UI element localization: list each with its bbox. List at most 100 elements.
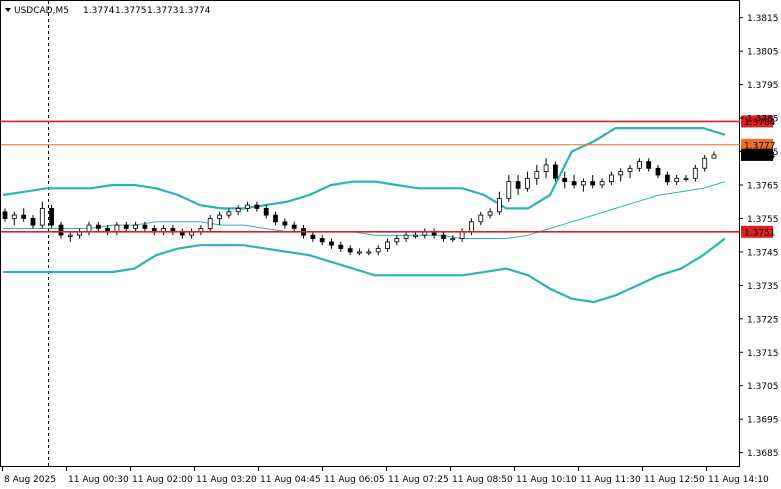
x-tick-label: 11 Aug 02:00 xyxy=(132,475,193,485)
level-label-box xyxy=(741,225,773,238)
candle xyxy=(123,221,129,232)
candle xyxy=(338,241,344,252)
candle xyxy=(142,221,148,232)
candle xyxy=(571,175,577,189)
bollinger-upper-line xyxy=(2,127,726,210)
bollinger-bands xyxy=(2,127,726,304)
current-price-label: 1.3774 xyxy=(744,151,776,161)
candle xyxy=(637,158,642,172)
candle xyxy=(562,171,568,189)
x-tick-label: 11 Aug 06:05 xyxy=(324,475,385,485)
ohlc-open: 1.3774 xyxy=(83,6,115,16)
candle xyxy=(496,191,502,216)
x-tick-label: 11 Aug 14:10 xyxy=(708,475,769,485)
current-price-box xyxy=(741,148,773,161)
candles xyxy=(2,151,717,256)
candle xyxy=(581,178,586,192)
ohlc-close: 1.3774 xyxy=(179,6,211,16)
candle xyxy=(366,248,372,256)
candle xyxy=(329,238,334,249)
candle xyxy=(282,218,288,229)
candle xyxy=(273,211,278,226)
candle xyxy=(543,158,549,179)
y-tick-label: 1.3705 xyxy=(747,382,779,392)
y-axis: 1.3815 1.3805 1.3795 1.3785 1.3775 1.3765 1.37… xyxy=(739,14,779,459)
candle xyxy=(674,175,680,185)
y-tick-label: 1.3765 xyxy=(747,182,779,192)
candle xyxy=(702,154,708,172)
y-tick-label: 1.3755 xyxy=(747,215,779,225)
x-tick-label: 11 Aug 07:25 xyxy=(388,475,449,485)
candle xyxy=(375,245,381,256)
candle xyxy=(590,175,596,189)
y-tick-label: 1.3695 xyxy=(747,416,779,426)
x-tick-label: 8 Aug 2025 xyxy=(4,475,56,485)
x-tick-label: 11 Aug 00:30 xyxy=(68,475,129,485)
candle xyxy=(245,201,251,212)
candle xyxy=(133,221,139,232)
candle xyxy=(692,164,698,182)
x-tick-label: 11 Aug 03:20 xyxy=(196,475,257,485)
x-tick-label: 11 Aug 10:10 xyxy=(516,475,577,485)
candle xyxy=(310,231,316,242)
y-tick-label: 1.3715 xyxy=(747,349,779,359)
candle xyxy=(618,168,624,182)
candle xyxy=(683,175,689,182)
candle xyxy=(627,164,633,179)
y-tick-label: 1.3725 xyxy=(747,315,779,325)
chevron-down-icon[interactable] xyxy=(5,8,11,12)
candle xyxy=(319,235,325,246)
ohlc-high: 1.3775 xyxy=(115,6,147,16)
candle xyxy=(487,208,493,219)
candle xyxy=(599,178,605,189)
y-tick-label: 1.3785 xyxy=(747,115,779,125)
level-label: 1.3777 xyxy=(744,141,776,151)
candle xyxy=(394,235,400,246)
bollinger-middle-line xyxy=(3,181,726,239)
bollinger-lower-line xyxy=(3,237,726,304)
candle xyxy=(525,171,530,192)
symbol-label: USDCAD,M5 xyxy=(14,6,69,16)
y-tick-label: 1.3815 xyxy=(747,14,779,24)
y-tick-label: 1.3745 xyxy=(747,248,779,258)
candle xyxy=(655,164,661,179)
candle xyxy=(646,158,652,172)
chart-header: USDCAD,M5 1.3774 1.3775 1.3773 1.3774 xyxy=(5,6,211,16)
candle xyxy=(291,221,297,232)
x-axis: 8 Aug 2025 11 Aug 00:30 11 Aug 02:00 11 Aug… xyxy=(2,466,769,485)
candle xyxy=(413,231,418,239)
price-levels: 1.3784 1.3777 1.3751 1.3774 xyxy=(1,115,776,238)
x-tick-label: 11 Aug 08:50 xyxy=(452,475,513,485)
candle xyxy=(478,211,484,226)
candle xyxy=(235,205,241,216)
candle xyxy=(609,171,614,185)
candle xyxy=(254,201,260,212)
level-label: 1.3751 xyxy=(744,228,776,238)
candle xyxy=(711,151,717,159)
candle xyxy=(506,175,512,202)
y-tick-label: 1.3795 xyxy=(747,81,779,91)
x-tick-label: 11 Aug 04:45 xyxy=(260,475,321,485)
x-tick-label: 11 Aug 11:30 xyxy=(580,475,641,485)
candle xyxy=(441,231,446,242)
candle xyxy=(347,245,353,256)
candle xyxy=(357,248,362,256)
candle xyxy=(2,208,8,222)
candle xyxy=(263,205,269,219)
y-tick-label: 1.3805 xyxy=(747,48,779,58)
candle xyxy=(207,215,213,232)
candle xyxy=(58,221,64,239)
candle xyxy=(39,201,45,229)
candle xyxy=(11,211,17,226)
ohlc-low: 1.3773 xyxy=(147,6,179,16)
plot-frame xyxy=(0,0,740,467)
level-label: 1.3784 xyxy=(744,118,776,128)
candle xyxy=(67,231,73,242)
candle xyxy=(30,215,36,229)
candle xyxy=(553,161,558,182)
candle xyxy=(403,231,409,242)
candle xyxy=(217,211,223,226)
x-tick-label: 11 Aug 12:50 xyxy=(644,475,705,485)
